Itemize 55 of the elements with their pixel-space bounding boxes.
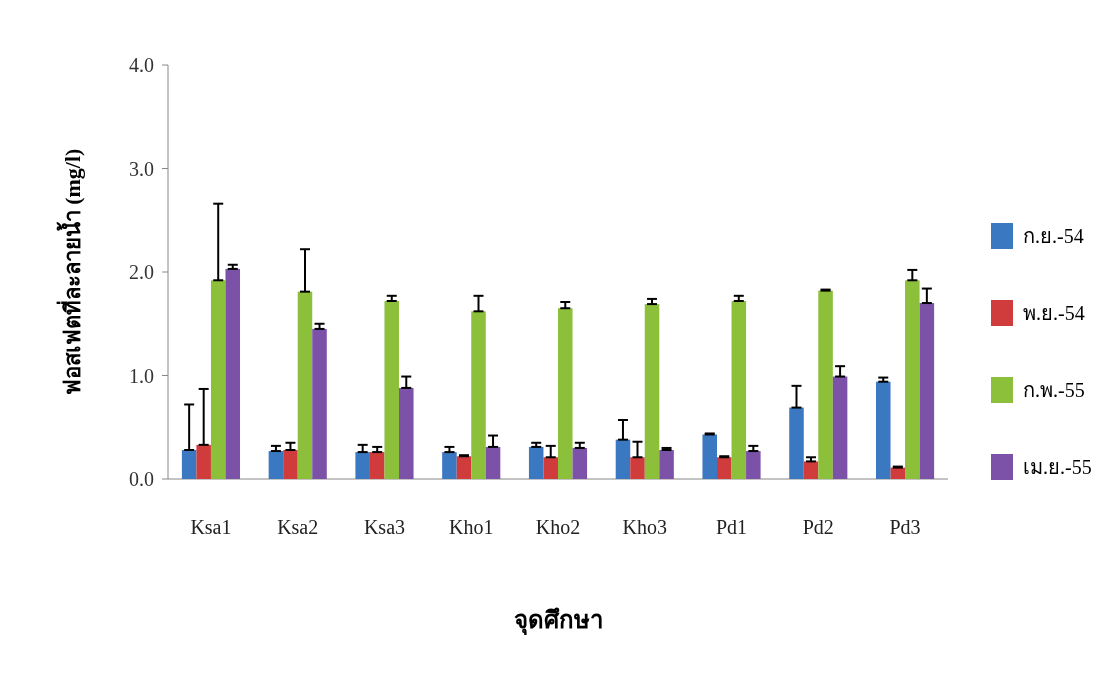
x-axis-title: จุดศึกษา xyxy=(513,607,603,636)
bar xyxy=(456,456,472,479)
bar xyxy=(905,280,920,479)
bar xyxy=(369,452,385,479)
bar xyxy=(442,452,457,479)
bar xyxy=(558,308,573,479)
y-tick-label: 3.0 xyxy=(129,157,154,180)
bar xyxy=(181,450,197,479)
legend-label: ก.พ.-55 xyxy=(1023,379,1085,401)
bar xyxy=(702,434,717,479)
y-axis-title: ฟอสเฟตที่ละลายน้ำ (mg/l) xyxy=(56,148,85,396)
bar xyxy=(630,457,645,479)
bar xyxy=(225,268,241,479)
bar xyxy=(528,446,544,479)
x-tick-label: Pd3 xyxy=(889,516,921,538)
x-tick-label: Ksa2 xyxy=(277,516,319,538)
x-tick-label: Ksa3 xyxy=(363,516,406,538)
bar xyxy=(659,450,674,479)
legend-label: พ.ย.-54 xyxy=(1023,302,1085,324)
bar xyxy=(210,280,226,479)
bar xyxy=(196,444,211,479)
bar xyxy=(268,451,284,479)
bar xyxy=(644,304,660,479)
bar xyxy=(485,446,501,479)
bar xyxy=(312,328,327,479)
x-tick-label: Pd2 xyxy=(802,516,834,538)
y-tick-label: 2.0 xyxy=(129,261,154,283)
bar xyxy=(471,311,486,479)
bar xyxy=(818,290,833,479)
y-tick-label: 4.0 xyxy=(129,54,154,76)
bar xyxy=(355,452,370,479)
bar xyxy=(399,387,414,479)
bar xyxy=(803,461,819,479)
x-tick-label: Kho2 xyxy=(535,516,581,538)
bar xyxy=(875,381,891,479)
bar xyxy=(789,407,804,479)
bar xyxy=(297,291,313,479)
bar xyxy=(572,447,588,479)
x-tick-label: Kho1 xyxy=(449,516,494,538)
legend-label: ก.ย.-54 xyxy=(1023,225,1084,247)
bar xyxy=(615,439,631,479)
bar xyxy=(384,300,400,479)
bar xyxy=(716,457,732,479)
bar xyxy=(746,451,761,479)
y-tick-label: 0.0 xyxy=(129,468,154,490)
legend-label: เม.ย.-55 xyxy=(1023,456,1092,478)
bar xyxy=(919,303,935,479)
bar xyxy=(832,376,848,479)
x-tick-label: Pd1 xyxy=(715,516,748,538)
bar xyxy=(283,450,298,479)
y-tick-label: 1.0 xyxy=(129,364,154,387)
bar xyxy=(543,457,558,479)
x-tick-label: Kho3 xyxy=(622,516,667,538)
x-tick-label: Ksa1 xyxy=(190,516,232,538)
bar xyxy=(731,300,747,479)
